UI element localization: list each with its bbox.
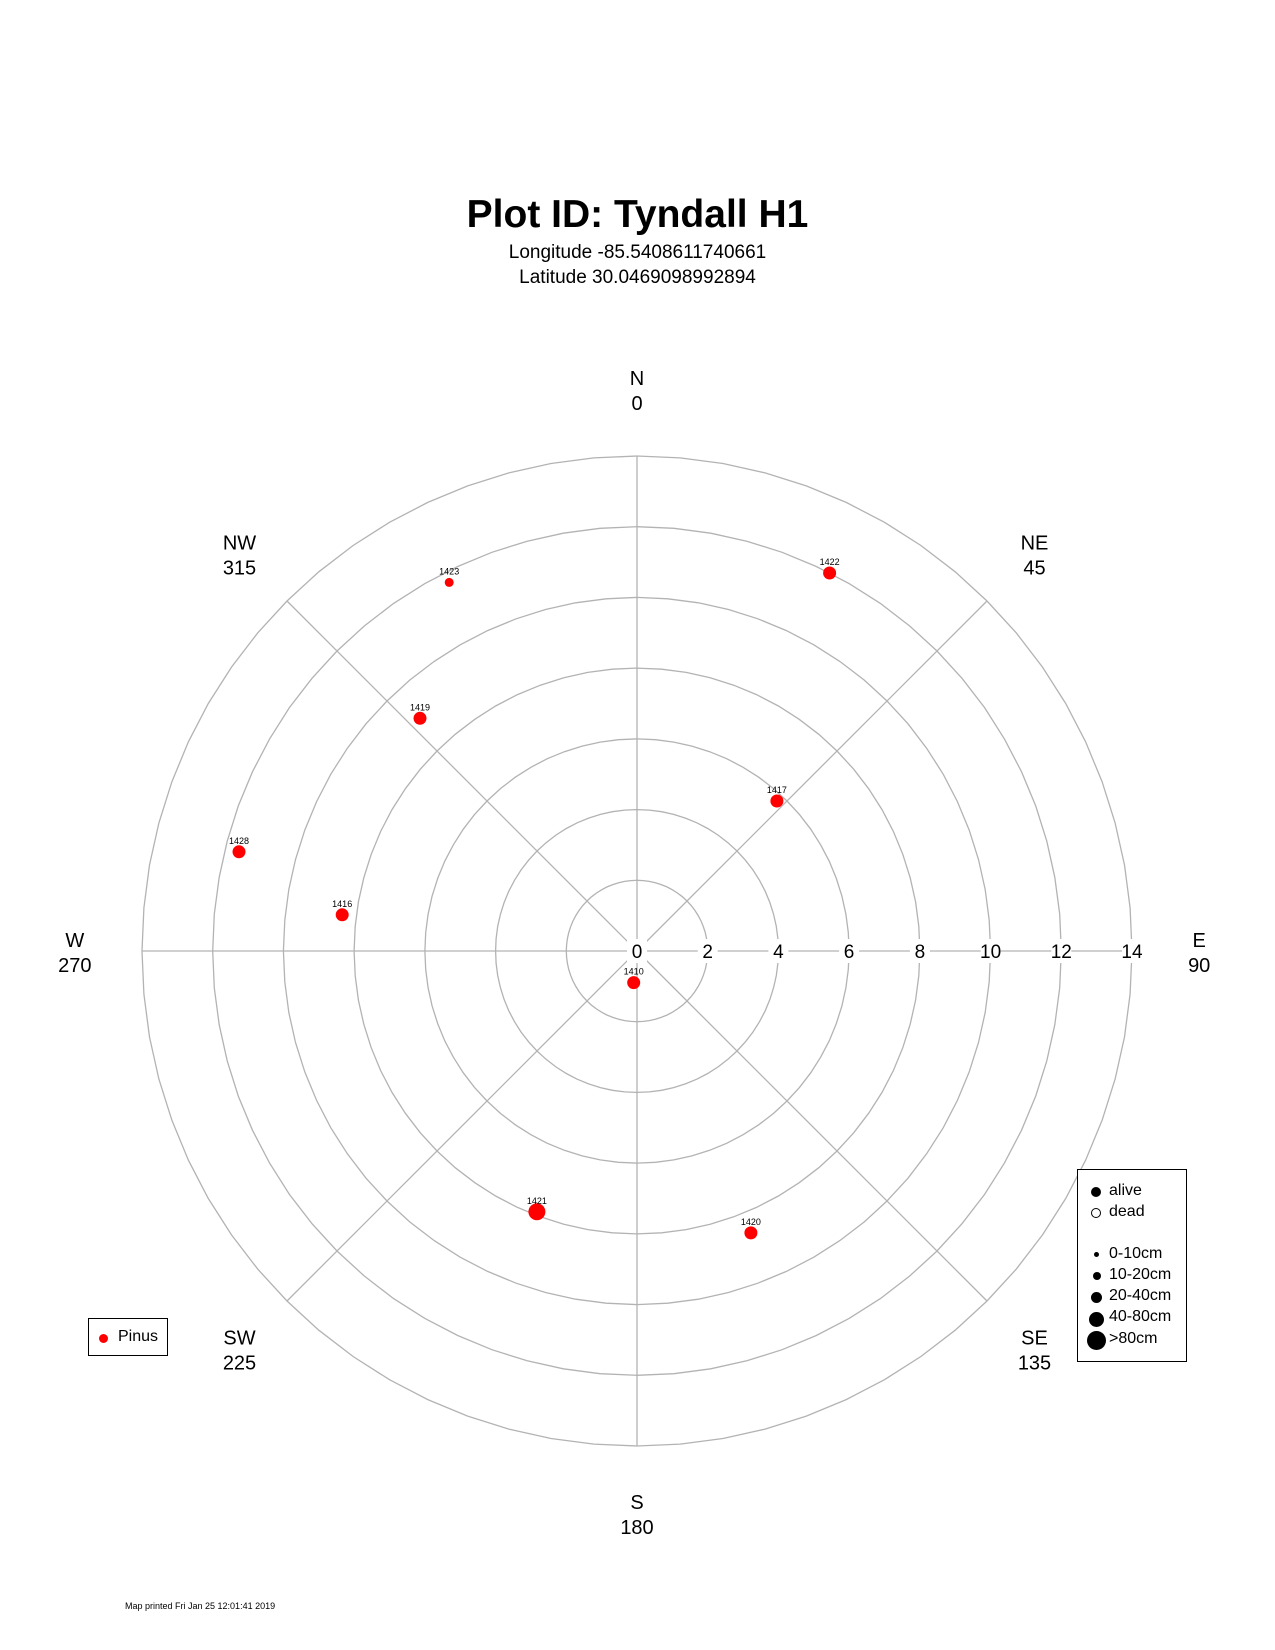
plot-title: Plot ID: Tyndall H1: [466, 193, 809, 236]
size-20-40-marker: [1091, 1292, 1102, 1303]
alive-label: alive: [1109, 1182, 1142, 1199]
spoke-sw: [286, 950, 638, 1302]
tick-label-bg-2: [697, 939, 718, 963]
species-legend: Pinus: [88, 1318, 168, 1356]
direction-label-e: E: [1193, 930, 1206, 952]
direction-degrees-s: 180: [620, 1517, 653, 1539]
direction-degrees-w: 270: [58, 955, 91, 977]
species-legend-label: Pinus: [118, 1328, 159, 1345]
size-40-80-label: 40-80cm: [1109, 1308, 1172, 1325]
direction-label-sw: SW: [223, 1328, 255, 1350]
longitude-subtitle: Longitude -85.5408611740661: [508, 242, 767, 263]
tree-point-1421: [528, 1203, 546, 1221]
tree-label-1416: 1416: [332, 899, 352, 909]
tree-label-1410: 1410: [624, 967, 644, 977]
direction-label-s: S: [630, 1492, 643, 1514]
direction-label-nw: NW: [223, 533, 256, 555]
direction-degrees-sw: 225: [223, 1353, 256, 1375]
direction-degrees-ne: 45: [1023, 558, 1045, 580]
tree-point-1419: [413, 711, 427, 725]
tree-point-1420: [744, 1226, 758, 1240]
tree-label-1419: 1419: [410, 702, 430, 712]
tick-label-bg-8: [909, 939, 930, 963]
direction-degrees-nw: 315: [223, 558, 256, 580]
latitude-subtitle: Latitude 30.0469098992894: [519, 267, 756, 288]
size-0-10-marker: [1094, 1252, 1099, 1257]
direction-label-n: N: [630, 368, 644, 390]
size-10-20-label: 10-20cm: [1109, 1266, 1172, 1283]
direction-label-se: SE: [1021, 1328, 1048, 1350]
tick-label-bg-12: [1051, 939, 1072, 963]
direction-degrees-n: 0: [631, 393, 642, 415]
spoke-ne: [636, 600, 988, 952]
tree-point-1422: [823, 566, 837, 580]
print-timestamp: Map printed Fri Jan 25 12:01:41 2019: [125, 1601, 276, 1611]
status-size-legend: alive dead 0-10cm 10-20cm 20-40cm 40-80c…: [1077, 1169, 1187, 1362]
size-20-40-label: 20-40cm: [1109, 1287, 1172, 1304]
tree-label-1420: 1420: [741, 1217, 761, 1227]
radial-tick-label-10: 10: [980, 942, 1001, 963]
tick-label-bg-4: [768, 939, 789, 963]
spoke-nw: [286, 600, 638, 952]
radial-tick-label-14: 14: [1121, 942, 1143, 963]
direction-label-ne: NE: [1021, 533, 1049, 555]
tree-point-1417: [770, 794, 784, 808]
tick-label-bg-10: [980, 939, 1001, 963]
tree-point-1410: [627, 976, 641, 990]
dead-marker: [1091, 1208, 1101, 1218]
direction-degrees-e: 90: [1188, 955, 1210, 977]
size-0-10-label: 0-10cm: [1109, 1245, 1163, 1262]
radial-tick-label-12: 12: [1051, 942, 1072, 963]
species-legend-marker: [99, 1334, 108, 1343]
size-over-80-label: >80cm: [1109, 1330, 1158, 1347]
radial-tick-label-2: 2: [702, 942, 713, 963]
tick-label-bg-0: [627, 939, 647, 963]
tree-label-1428: 1428: [229, 836, 249, 846]
radial-tick-label-4: 4: [773, 942, 784, 963]
direction-degrees-se: 135: [1018, 1353, 1051, 1375]
tick-label-bg-14: [1122, 939, 1142, 963]
radial-tick-label-6: 6: [844, 942, 855, 963]
tree-label-1423: 1423: [439, 566, 459, 576]
tree-label-1422: 1422: [820, 557, 840, 567]
tick-label-bg-6: [839, 939, 860, 963]
alive-marker: [1091, 1187, 1101, 1197]
direction-label-w: W: [65, 930, 84, 952]
size-10-20-marker: [1093, 1272, 1101, 1280]
radial-tick-label-8: 8: [915, 942, 926, 963]
tree-point-1428: [232, 845, 246, 859]
spoke-se: [636, 950, 988, 1302]
tree-point-1423: [444, 577, 454, 587]
size-over-80-marker: [1087, 1331, 1106, 1350]
tree-label-1421: 1421: [527, 1196, 547, 1206]
size-40-80-marker: [1089, 1312, 1104, 1327]
tree-label-1417: 1417: [767, 785, 787, 795]
dead-label: dead: [1109, 1203, 1145, 1220]
tree-point-1416: [335, 908, 349, 922]
radial-tick-label-0: 0: [632, 942, 643, 963]
